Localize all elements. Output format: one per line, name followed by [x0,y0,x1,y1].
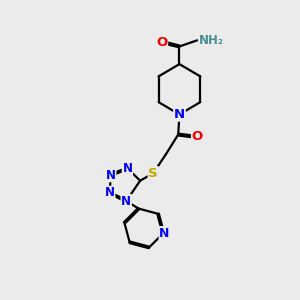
Text: N: N [105,186,115,200]
Text: NH₂: NH₂ [199,34,224,47]
Text: N: N [121,194,131,208]
Text: O: O [156,35,167,49]
Text: N: N [122,162,132,175]
Text: N: N [174,108,185,121]
Text: N: N [106,169,116,182]
Text: N: N [159,227,170,240]
Text: O: O [192,130,203,143]
Text: S: S [148,167,158,180]
